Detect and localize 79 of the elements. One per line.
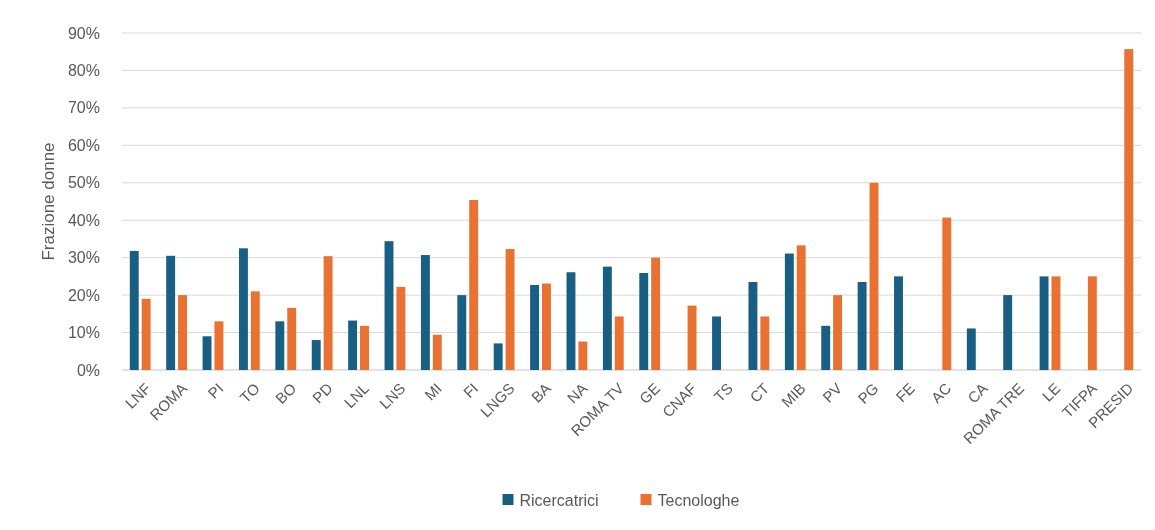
bar <box>493 343 503 370</box>
x-tick-label: GE <box>635 379 664 407</box>
bar <box>869 182 879 370</box>
x-tick-label: FI <box>459 379 482 401</box>
bar <box>1039 276 1049 370</box>
bar <box>396 286 406 370</box>
bar <box>311 340 321 370</box>
x-tick-label: TO <box>236 379 263 407</box>
bar <box>542 283 551 370</box>
bar <box>214 321 224 370</box>
x-tick-label: PD <box>308 379 336 407</box>
bar <box>1087 276 1097 370</box>
bar <box>178 295 187 370</box>
bar <box>748 282 758 370</box>
x-tick-label: FE <box>892 379 918 406</box>
x-tick-label: BO <box>271 379 300 407</box>
x-tick-label: PV <box>819 379 846 406</box>
bar <box>360 325 369 370</box>
bar <box>505 249 515 370</box>
bar <box>141 298 151 370</box>
bar <box>614 316 624 370</box>
x-tick-label: LE <box>1038 379 1064 405</box>
bar <box>578 341 588 370</box>
bar <box>602 266 612 370</box>
bar <box>760 316 770 370</box>
x-tick-label: AC <box>927 379 955 407</box>
bar <box>651 257 661 370</box>
bar <box>129 250 139 370</box>
bar <box>530 285 540 370</box>
bar <box>857 282 867 370</box>
bar <box>833 295 843 370</box>
x-tick-label: CT <box>746 379 773 406</box>
bar <box>323 256 333 370</box>
x-tick-label: BA <box>527 379 555 406</box>
bar <box>784 253 794 370</box>
x-tick-label: PG <box>854 379 882 407</box>
bar <box>348 320 358 370</box>
legend-label: Tecnologhe <box>657 491 740 509</box>
bar <box>942 217 952 370</box>
y-tick-label: 50% <box>67 174 100 192</box>
legend-label: Ricercatrici <box>519 491 599 509</box>
bar <box>1003 295 1013 370</box>
y-tick-label: 0% <box>76 361 100 379</box>
bar <box>821 325 831 370</box>
bar <box>238 248 248 370</box>
y-tick-label: 20% <box>67 286 100 304</box>
bar <box>796 245 806 370</box>
bar <box>639 273 649 370</box>
y-tick-label: 40% <box>67 211 100 229</box>
x-tick-label: MIB <box>777 379 809 411</box>
bar <box>166 255 176 370</box>
y-tick-label: 10% <box>67 324 100 342</box>
y-tick-label: 30% <box>67 249 100 267</box>
bar <box>250 291 260 370</box>
bar <box>966 328 976 370</box>
y-tick-label: 60% <box>67 136 100 154</box>
bar <box>420 255 430 370</box>
bar <box>202 336 212 370</box>
bar <box>566 272 576 370</box>
x-tick-label: CA <box>964 379 991 407</box>
y-tick-label: 90% <box>67 24 100 42</box>
bar <box>384 241 394 370</box>
bar <box>1051 276 1061 370</box>
bar <box>287 307 297 370</box>
bar <box>894 276 903 370</box>
bar <box>1124 49 1134 370</box>
x-tick-label: PI <box>204 379 227 402</box>
bar <box>432 334 442 370</box>
y-tick-label: 70% <box>67 99 100 117</box>
x-tick-label: LNS <box>375 379 409 413</box>
x-tick-label: TS <box>710 379 737 406</box>
bar <box>469 200 479 370</box>
x-tick-label: MI <box>421 379 445 404</box>
y-axis-title: Frazione donne <box>39 142 58 261</box>
bar <box>712 316 721 370</box>
y-tick-label: 80% <box>67 62 100 80</box>
x-tick-label: LNL <box>340 379 373 412</box>
bar <box>275 321 285 370</box>
bar <box>457 295 467 370</box>
